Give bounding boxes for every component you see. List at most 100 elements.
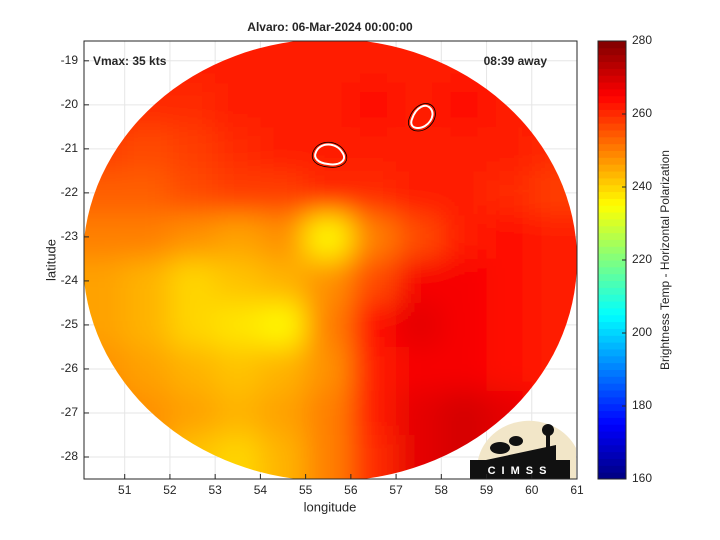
colorbar-step xyxy=(598,472,626,480)
cell xyxy=(486,346,533,392)
colorbar-step xyxy=(598,136,626,145)
colorbar-step xyxy=(598,41,626,49)
y-tick-label: -28 xyxy=(61,449,79,463)
y-tick-label: -20 xyxy=(61,97,79,111)
colorbar-tick-label: 280 xyxy=(632,33,652,47)
colorbar-step xyxy=(598,390,626,398)
colorbar xyxy=(598,41,626,480)
cell xyxy=(441,390,488,436)
cell xyxy=(441,170,488,216)
cell xyxy=(305,434,352,479)
colorbar-step xyxy=(598,465,626,473)
contours xyxy=(314,104,434,166)
colorbar-step xyxy=(598,342,626,350)
cell xyxy=(350,170,397,216)
axes-box xyxy=(83,40,578,480)
colorbar-step xyxy=(598,88,626,97)
colorbar-tick-label: 200 xyxy=(632,325,652,339)
y-tick-label: -22 xyxy=(61,185,79,199)
colorbar-step xyxy=(598,116,626,124)
colorbar-step xyxy=(598,218,626,227)
x-tick-label: 51 xyxy=(118,483,132,497)
y-tick-label: -24 xyxy=(61,273,79,287)
cell xyxy=(124,346,171,392)
colorbar-step xyxy=(598,164,626,172)
cell xyxy=(260,170,307,216)
x-tick-label: 57 xyxy=(389,483,403,497)
colorbar-step xyxy=(598,307,626,316)
cell xyxy=(84,258,126,304)
colorbar-step xyxy=(598,212,626,220)
x-tick-label: 54 xyxy=(254,483,268,497)
colorbar-step xyxy=(598,410,626,418)
cell xyxy=(486,258,533,304)
cell xyxy=(305,82,352,128)
logo-tower xyxy=(546,435,550,450)
colorbar-step xyxy=(598,444,626,453)
cell xyxy=(124,302,171,348)
colorbar-step xyxy=(598,95,626,104)
colorbar-step xyxy=(598,431,626,439)
colorbar-tick-label: 240 xyxy=(632,179,652,193)
y-axis-label: latitude xyxy=(43,239,58,281)
cell xyxy=(260,258,307,304)
cell xyxy=(486,302,533,348)
colorbar-step xyxy=(598,273,626,282)
colorbar-step xyxy=(598,143,626,151)
cell xyxy=(350,390,397,436)
cell xyxy=(441,214,488,260)
logo-text: CIMSS xyxy=(488,465,553,477)
colorbar-step xyxy=(598,239,626,247)
colorbar-tick-label: 260 xyxy=(632,106,652,120)
x-tick-label: 52 xyxy=(163,483,177,497)
cell xyxy=(215,126,261,172)
colorbar-step xyxy=(598,437,626,446)
cell xyxy=(305,214,352,260)
cell xyxy=(215,346,261,392)
cell xyxy=(441,82,488,128)
colorbar-step xyxy=(598,294,626,302)
colorbar-step xyxy=(598,348,626,357)
x-tick-label: 55 xyxy=(299,483,313,497)
cell xyxy=(350,214,397,260)
cell xyxy=(531,214,577,260)
cell xyxy=(215,82,261,128)
cell xyxy=(305,302,352,348)
y-tick-label: -27 xyxy=(61,405,79,419)
cell xyxy=(260,346,307,392)
cell xyxy=(260,434,307,479)
cell xyxy=(350,126,397,172)
colorbar-step xyxy=(598,191,626,199)
cell xyxy=(169,346,216,392)
cell xyxy=(350,82,397,128)
colorbar-step xyxy=(598,157,626,165)
colorbar-step xyxy=(598,171,626,179)
cell xyxy=(396,214,442,260)
colorbar-step xyxy=(598,417,626,425)
cell xyxy=(350,346,397,392)
cell xyxy=(396,346,442,392)
cell xyxy=(169,390,216,436)
cell xyxy=(350,258,397,304)
y-tick-label: -21 xyxy=(61,141,79,155)
cell xyxy=(305,346,352,392)
cell xyxy=(215,170,261,216)
colorbar-step xyxy=(598,403,626,412)
colorbar-step xyxy=(598,383,626,391)
colorbar-step xyxy=(598,54,626,63)
y-tick-label: -19 xyxy=(61,53,79,67)
colorbar-tick-label: 220 xyxy=(632,252,652,266)
y-tick-label: -25 xyxy=(61,317,79,331)
annotation: Vmax: 35 kts xyxy=(93,54,167,68)
cell xyxy=(396,390,442,436)
cell xyxy=(441,302,488,348)
colorbar-step xyxy=(598,369,626,377)
colorbar-step xyxy=(598,246,626,254)
logo-dish xyxy=(490,442,510,454)
colorbar-step xyxy=(598,328,626,336)
cell xyxy=(305,41,352,84)
cell xyxy=(486,170,533,216)
cell xyxy=(396,258,442,304)
colorbar-step xyxy=(598,68,626,76)
